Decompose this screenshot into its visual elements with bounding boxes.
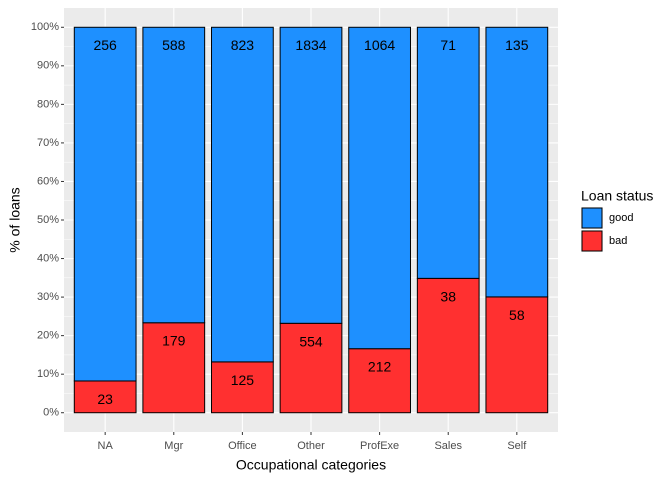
y-tick-label: 30% [37, 291, 59, 303]
y-tick-label: 100% [31, 21, 59, 33]
count-label: 588 [162, 37, 186, 53]
y-tick-label: 50% [37, 214, 59, 226]
count-label: 58 [509, 307, 525, 323]
bar-segment [348, 348, 411, 414]
bar-segment [279, 26, 343, 324]
axes: 0% 10% 20% 30% 40% 50% 60% 70% 80% 90% 100% NA Mgr Of… [31, 21, 527, 452]
count-label: 823 [231, 37, 255, 53]
y-tick-label: 70% [37, 137, 59, 149]
count-label: 212 [368, 359, 392, 375]
count-label: 71 [440, 37, 456, 53]
y-tick-label: 90% [37, 60, 59, 72]
bar-segment [485, 26, 549, 298]
count-label: 256 [93, 37, 117, 53]
y-tick-label: 40% [37, 252, 59, 264]
x-tick-label: NA [98, 440, 114, 452]
legend-swatch [581, 207, 603, 229]
x-axis-title: Occupational categories [236, 457, 386, 473]
x-tick-label: Office [228, 440, 257, 452]
count-label: 1834 [295, 37, 326, 53]
count-label: 23 [97, 391, 113, 407]
y-tick-label: 0% [43, 407, 59, 419]
bars: 23 256 179 588 125 823 554 1834 212 1064 38 71 58 135 [73, 26, 549, 414]
count-label: 125 [231, 372, 255, 388]
x-tick-label: Self [507, 440, 527, 452]
y-tick-label: 20% [37, 330, 59, 342]
count-label: 179 [162, 333, 186, 349]
x-tick-label: Mgr [164, 440, 183, 452]
legend-title: Loan status [581, 188, 653, 204]
x-tick-label: ProfExe [360, 440, 399, 452]
count-label: 554 [299, 333, 323, 349]
legend-label: bad [609, 235, 627, 247]
count-label: 1064 [364, 37, 395, 53]
x-tick-label: Other [297, 440, 325, 452]
x-tick-label: Sales [434, 440, 462, 452]
y-tick-label: 80% [37, 98, 59, 110]
legend-swatch [581, 230, 603, 252]
bar-segment [73, 26, 137, 382]
y-tick-label: 10% [37, 368, 59, 380]
bar-segment [211, 361, 274, 414]
bar-segment [485, 296, 549, 414]
bar-segment [416, 26, 480, 279]
y-tick-label: 60% [37, 175, 59, 187]
count-label: 38 [440, 288, 456, 304]
bar-segment [211, 26, 274, 363]
y-axis-title: % of loans [7, 187, 23, 252]
bar-segment [142, 26, 206, 324]
legend-label: good [609, 212, 633, 224]
bar-segment [279, 322, 343, 414]
count-label: 135 [505, 37, 529, 53]
bar-segment [348, 26, 411, 350]
bar-segment [142, 322, 206, 414]
bar-segment [416, 277, 480, 414]
